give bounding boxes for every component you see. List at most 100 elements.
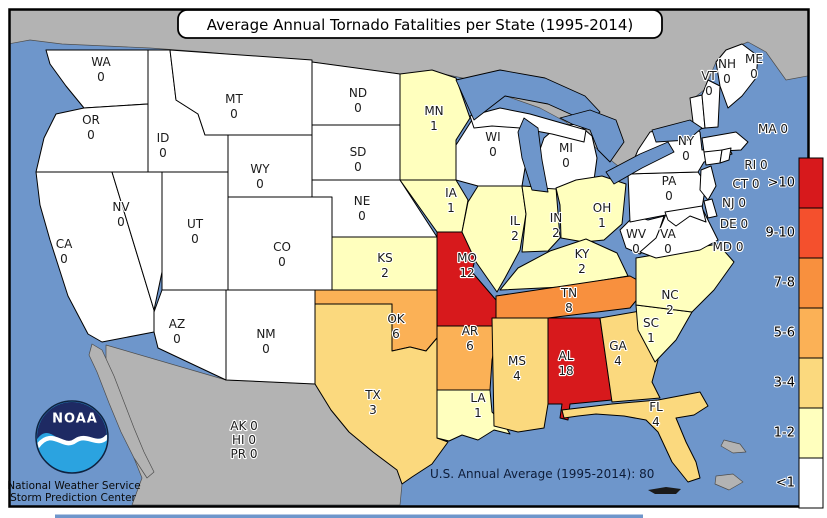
state-value-va: 0 xyxy=(664,242,672,256)
state-mt xyxy=(169,49,313,136)
state-label-ri: RI 0 xyxy=(744,158,767,172)
state-value-wv: 0 xyxy=(632,242,640,256)
annual-average-annotation: U.S. Annual Average (1995-2014): 80 xyxy=(430,467,654,481)
state-nj xyxy=(699,165,717,201)
state-value-ia: 1 xyxy=(447,201,455,215)
state-value-ca: 0 xyxy=(60,252,68,266)
legend-swatch-5 xyxy=(798,407,824,459)
bottom-edge-strip xyxy=(55,514,643,518)
noaa-logo-bird-icon xyxy=(37,434,107,450)
baja-peninsula xyxy=(88,343,155,479)
island xyxy=(714,473,744,491)
legend-label-6: <1 xyxy=(776,476,795,491)
state-value-ut: 0 xyxy=(191,232,199,246)
legend-swatch-2 xyxy=(798,257,824,309)
state-value-pa: 0 xyxy=(665,189,673,203)
state-value-id: 0 xyxy=(159,146,167,160)
state-value-al: 18 xyxy=(558,364,573,378)
state-label-tn: TN xyxy=(560,286,577,300)
state-label-wv: WV xyxy=(626,227,647,241)
state-value-tn: 8 xyxy=(565,301,573,315)
state-oh xyxy=(555,175,627,243)
state-value-ok: 6 xyxy=(392,327,400,341)
island xyxy=(720,439,747,454)
state-label-ut: UT xyxy=(187,217,204,231)
state-label-il: IL xyxy=(510,214,521,228)
state-ut xyxy=(161,171,229,291)
state-label-me: ME xyxy=(745,52,763,66)
non-contiguous-label-0: AK 0 xyxy=(230,419,258,433)
state-tx xyxy=(314,303,449,485)
state-label-pa: PA xyxy=(662,174,677,188)
state-fl xyxy=(561,391,709,483)
state-value-il: 2 xyxy=(511,229,519,243)
island xyxy=(648,487,681,494)
state-label-nd: ND xyxy=(349,86,367,100)
state-value-oh: 1 xyxy=(598,216,606,230)
state-label-nj: NJ 0 xyxy=(722,196,746,210)
state-value-az: 0 xyxy=(173,332,181,346)
noaa-logo-sky xyxy=(37,402,107,442)
state-value-ms: 4 xyxy=(513,369,521,383)
state-value-sc: 1 xyxy=(647,331,655,345)
legend-label-5: 1-2 xyxy=(774,426,795,441)
state-label-id: ID xyxy=(157,131,170,145)
state-value-nd: 0 xyxy=(354,101,362,115)
state-label-ne: NE xyxy=(354,194,371,208)
state-wy xyxy=(227,134,313,198)
state-value-vt: 0 xyxy=(705,84,713,98)
state-label-ga: GA xyxy=(609,339,627,353)
title-box xyxy=(177,9,663,39)
lake-ontario xyxy=(651,119,703,143)
state-value-in: 2 xyxy=(552,226,560,240)
state-label-mo: MO xyxy=(457,251,477,265)
state-label-ca: CA xyxy=(56,237,73,251)
state-value-ny: 0 xyxy=(682,149,690,163)
legend-label-2: 7-8 xyxy=(774,276,795,291)
state-md xyxy=(664,205,707,227)
state-label-mn: MN xyxy=(424,104,443,118)
state-value-mt: 0 xyxy=(230,107,238,121)
footer-line-1: National Weather Service xyxy=(7,480,140,492)
state-label-nv: NV xyxy=(112,200,130,214)
state-ar xyxy=(436,325,500,391)
state-me xyxy=(715,43,759,109)
state-ma xyxy=(701,131,749,153)
state-value-la: 1 xyxy=(474,406,482,420)
state-value-ga: 4 xyxy=(614,354,622,368)
state-value-ky: 2 xyxy=(578,262,586,276)
state-label-ks: KS xyxy=(377,251,393,265)
state-value-mo: 12 xyxy=(459,266,474,280)
state-label-al: AL xyxy=(559,349,574,363)
state-la xyxy=(436,389,511,442)
legend-swatch-3 xyxy=(798,307,824,359)
state-value-nh: 0 xyxy=(723,72,731,86)
state-value-wy: 0 xyxy=(256,177,264,191)
state-label-sd: SD xyxy=(350,145,367,159)
state-label-az: AZ xyxy=(169,317,185,331)
state-label-wa: WA xyxy=(91,55,111,69)
state-value-mn: 1 xyxy=(430,119,438,133)
legend-swatch-4 xyxy=(798,357,824,409)
state-label-fl: FL xyxy=(649,400,663,414)
noaa-logo: NOAA xyxy=(35,400,109,474)
state-ri xyxy=(719,147,732,164)
state-value-nc: 2 xyxy=(666,303,674,317)
lake-michigan xyxy=(517,117,549,193)
non-contiguous-label-2: PR 0 xyxy=(230,447,257,461)
state-label-co: CO xyxy=(273,240,291,254)
state-label-or: OR xyxy=(82,113,100,127)
state-de xyxy=(703,198,718,219)
state-label-vt: VT xyxy=(701,69,717,83)
state-value-or: 0 xyxy=(87,128,95,142)
lake-erie xyxy=(605,141,675,185)
noaa-logo-text: NOAA xyxy=(52,412,98,427)
state-label-va: VA xyxy=(660,227,676,241)
state-label-ar: AR xyxy=(462,324,479,338)
state-value-ar: 6 xyxy=(466,339,474,353)
state-label-wy: WY xyxy=(250,162,270,176)
state-label-mt: MT xyxy=(225,92,243,106)
lake-huron xyxy=(559,109,625,163)
state-value-wa: 0 xyxy=(97,70,105,84)
